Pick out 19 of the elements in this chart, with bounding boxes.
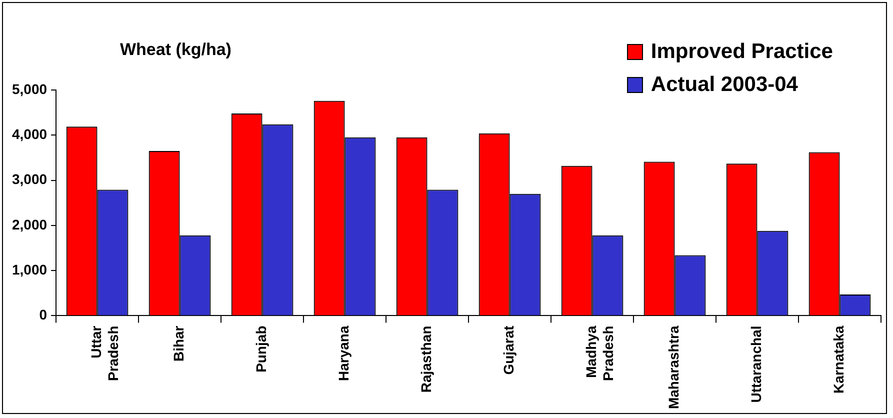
x-tick-label: Bihar	[170, 325, 187, 362]
y-tick-label: 1,000	[12, 261, 48, 278]
y-tick-label: 5,000	[12, 80, 48, 97]
x-tick-label: Maharashtra	[666, 326, 682, 410]
x-tick-label: Rajasthan	[418, 326, 434, 393]
x-tick-label: Punjab	[253, 326, 270, 372]
x-tick-label: Karnataka	[830, 326, 847, 394]
legend-label: Improved Practice	[650, 40, 833, 64]
legend-label: Actual 2003-04	[650, 72, 798, 96]
x-tick-label: Madhya Pradesh	[583, 326, 616, 381]
y-tick-label: 0	[39, 306, 48, 323]
y-tick-label: 2,000	[12, 216, 48, 232]
x-tick-label: Gujarat	[500, 325, 517, 375]
y-tick-label: 3,000	[12, 171, 48, 188]
x-tick-label: Haryana	[336, 326, 352, 382]
chart-title: Wheat (kg/ha)	[120, 40, 232, 60]
y-tick-label: 4,000	[12, 126, 48, 142]
x-tick-label: Uttaranchal	[748, 326, 764, 403]
x-tick-label: Uttar Pradesh	[88, 325, 121, 381]
